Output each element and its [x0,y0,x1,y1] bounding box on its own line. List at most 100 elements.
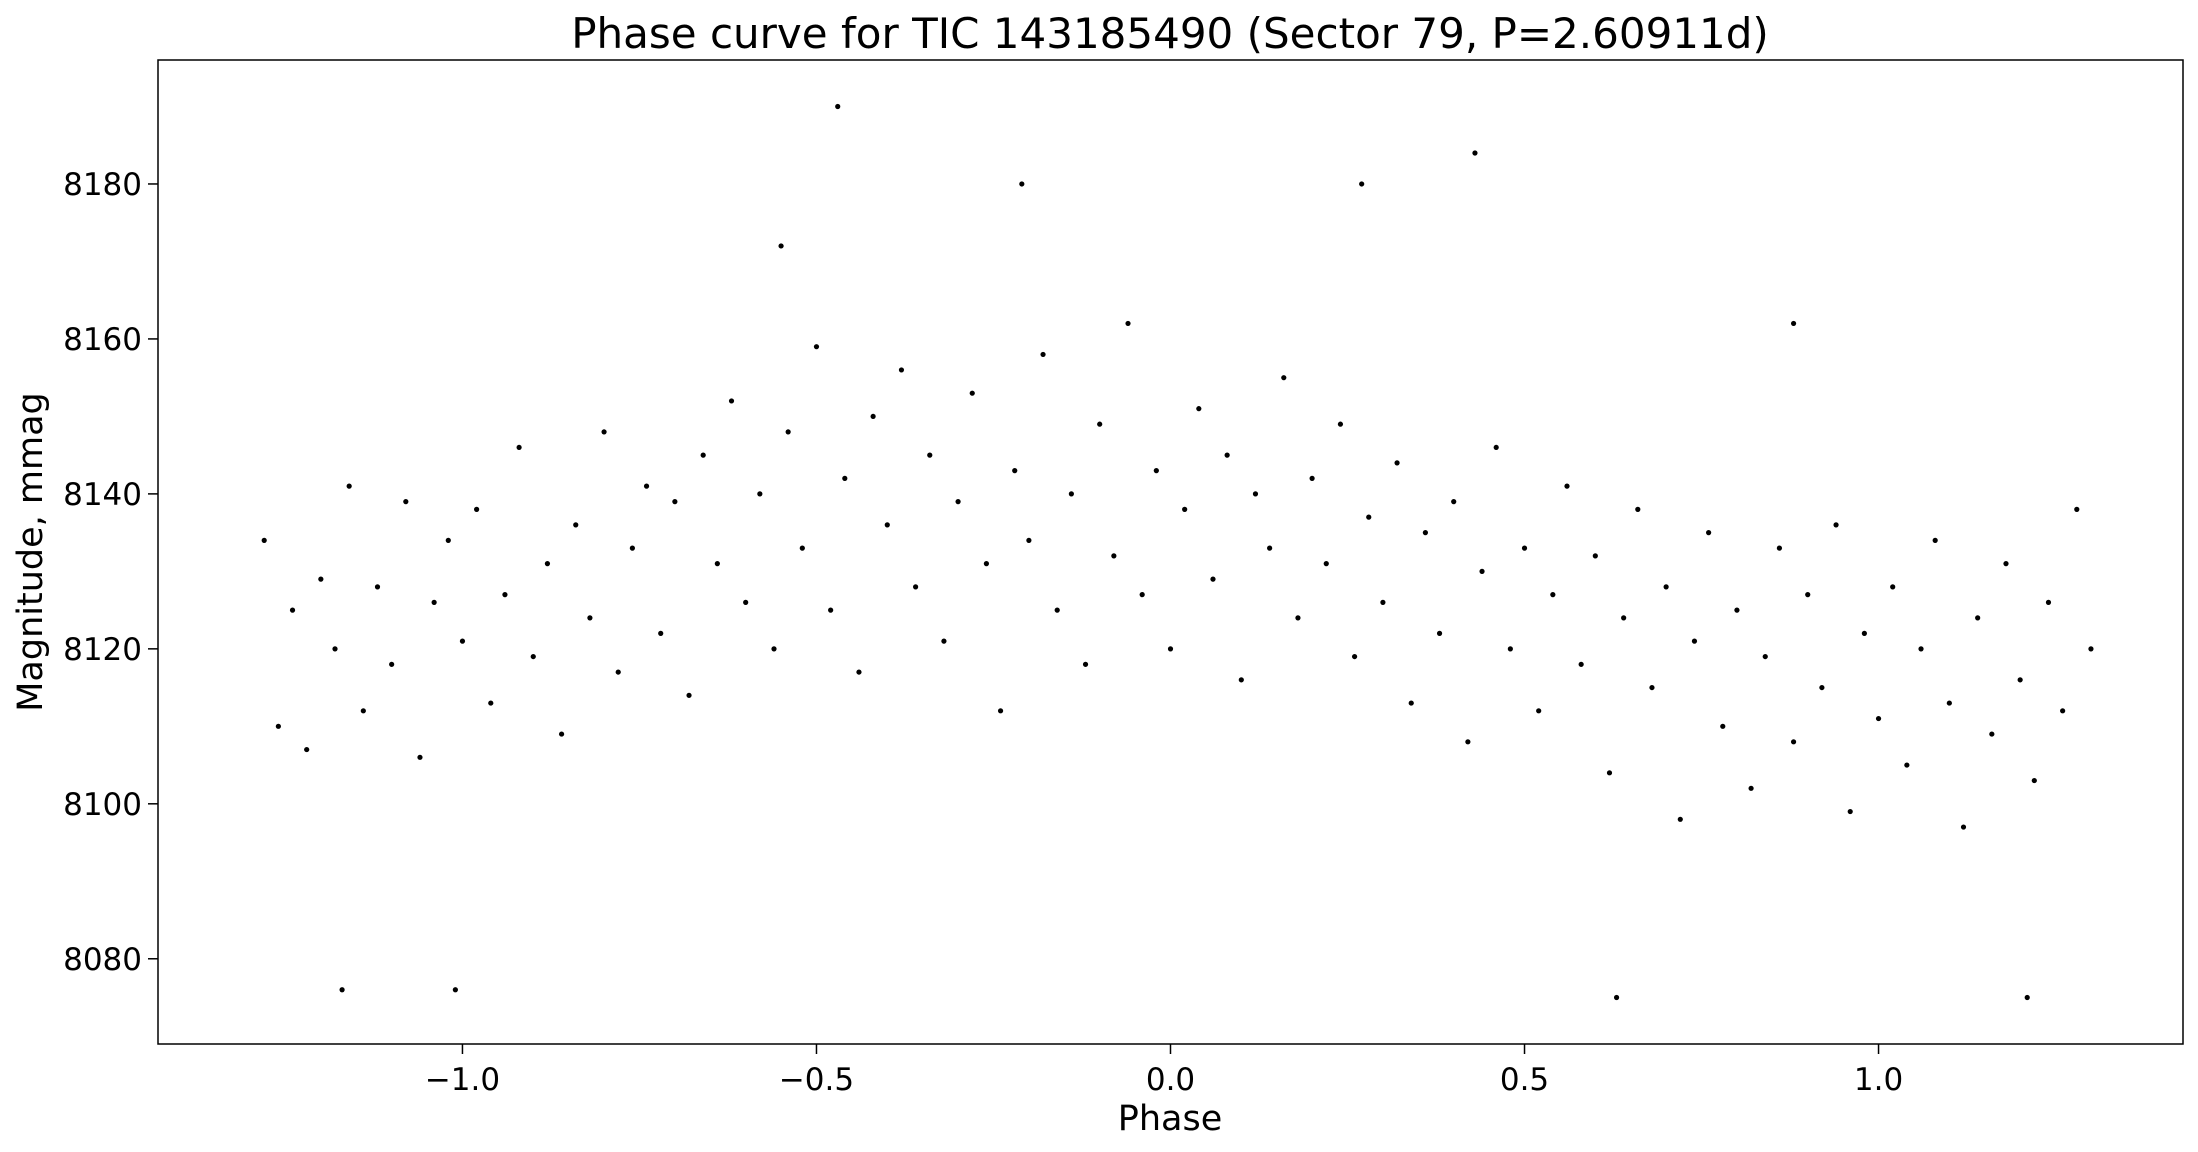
data-point [1068,491,1074,497]
data-point [1776,545,1783,551]
y-tick-label: 8160 [63,322,142,358]
data-point [339,987,345,993]
y-tick-label: 8180 [63,167,142,203]
data-point [1550,592,1556,598]
data-point [445,537,451,543]
data-point [459,638,466,644]
data-point [1026,537,1032,543]
data-point [983,561,990,567]
data-point [389,661,395,667]
data-point [1224,452,1230,458]
data-point [1436,630,1443,636]
data-point [728,398,735,404]
data-point [997,708,1004,714]
y-tick-label: 8100 [63,787,142,823]
data-point [1861,630,1867,636]
data-point [1762,653,1768,660]
data-point [813,344,820,350]
data-point [1359,181,1365,187]
data-point [714,561,720,567]
data-point [1663,584,1669,590]
data-point [1918,646,1924,652]
data-point [870,413,876,420]
data-point [1790,320,1797,327]
data-point [1847,808,1853,815]
data-point [1720,723,1726,729]
data-point [842,475,848,481]
data-point [686,692,692,698]
data-point [955,499,961,505]
data-point [1621,615,1627,621]
data-point [856,669,862,675]
data-point [828,607,834,613]
data-point [771,646,777,652]
data-point [1252,491,1259,497]
data-point [1182,506,1188,512]
data-point [502,592,508,598]
data-point [601,429,607,435]
data-point [1833,522,1839,528]
data-point [1210,576,1216,582]
data-point [1451,499,1457,505]
data-point [1380,599,1386,605]
data-point [544,561,551,567]
plot-frame [157,59,2184,1045]
data-point [1706,530,1712,536]
data-point [1472,150,1478,156]
data-point [1337,421,1344,427]
x-tick-label: −0.5 [779,1062,854,1098]
data-point [1125,320,1131,327]
data-point [1012,468,1018,474]
data-point [1323,561,1329,567]
data-point [1479,568,1485,574]
data-point [1790,739,1797,745]
data-point [898,367,905,373]
data-point [360,708,366,714]
data-point [417,754,423,760]
data-point [1366,514,1372,520]
data-point [289,607,296,613]
data-point [1493,444,1499,451]
data-point [1578,661,1584,667]
data-point [275,723,281,729]
y-tick-label: 8140 [63,477,142,513]
data-point [1351,653,1358,660]
x-tick-label: 0.0 [1146,1062,1195,1098]
data-point [1040,351,1046,358]
data-point [530,653,536,660]
data-point [2024,994,2030,1001]
data-point [1677,816,1683,822]
data-point [452,987,458,993]
data-point [1082,661,1089,667]
data-point [835,103,841,110]
data-point [1167,646,1174,652]
data-point [1613,994,1620,1001]
data-point [318,576,324,582]
data-point [1748,785,1754,791]
data-point [1465,739,1471,745]
data-point [941,638,947,644]
x-axis-label: Phase [1118,1099,1223,1139]
data-point [1267,545,1273,551]
data-point [1805,592,1811,598]
data-point [374,584,381,590]
data-point [1394,460,1400,466]
y-tick-label: 8080 [63,942,142,978]
data-point [1975,615,1981,621]
data-point [1890,584,1896,590]
data-point [1309,475,1315,481]
data-point [261,537,267,543]
x-tick-label: 1.0 [1854,1062,1903,1098]
data-point [558,731,565,737]
data-point [1932,537,1938,543]
data-point [1507,646,1513,652]
data-point [1960,824,1967,830]
x-tick-label: 0.5 [1500,1062,1549,1098]
y-tick-label: 8120 [63,632,142,668]
x-tick-label: −1.0 [425,1062,500,1098]
data-point [743,599,749,605]
data-point [1097,421,1103,427]
data-point [1989,731,1995,737]
data-point [1592,553,1598,559]
